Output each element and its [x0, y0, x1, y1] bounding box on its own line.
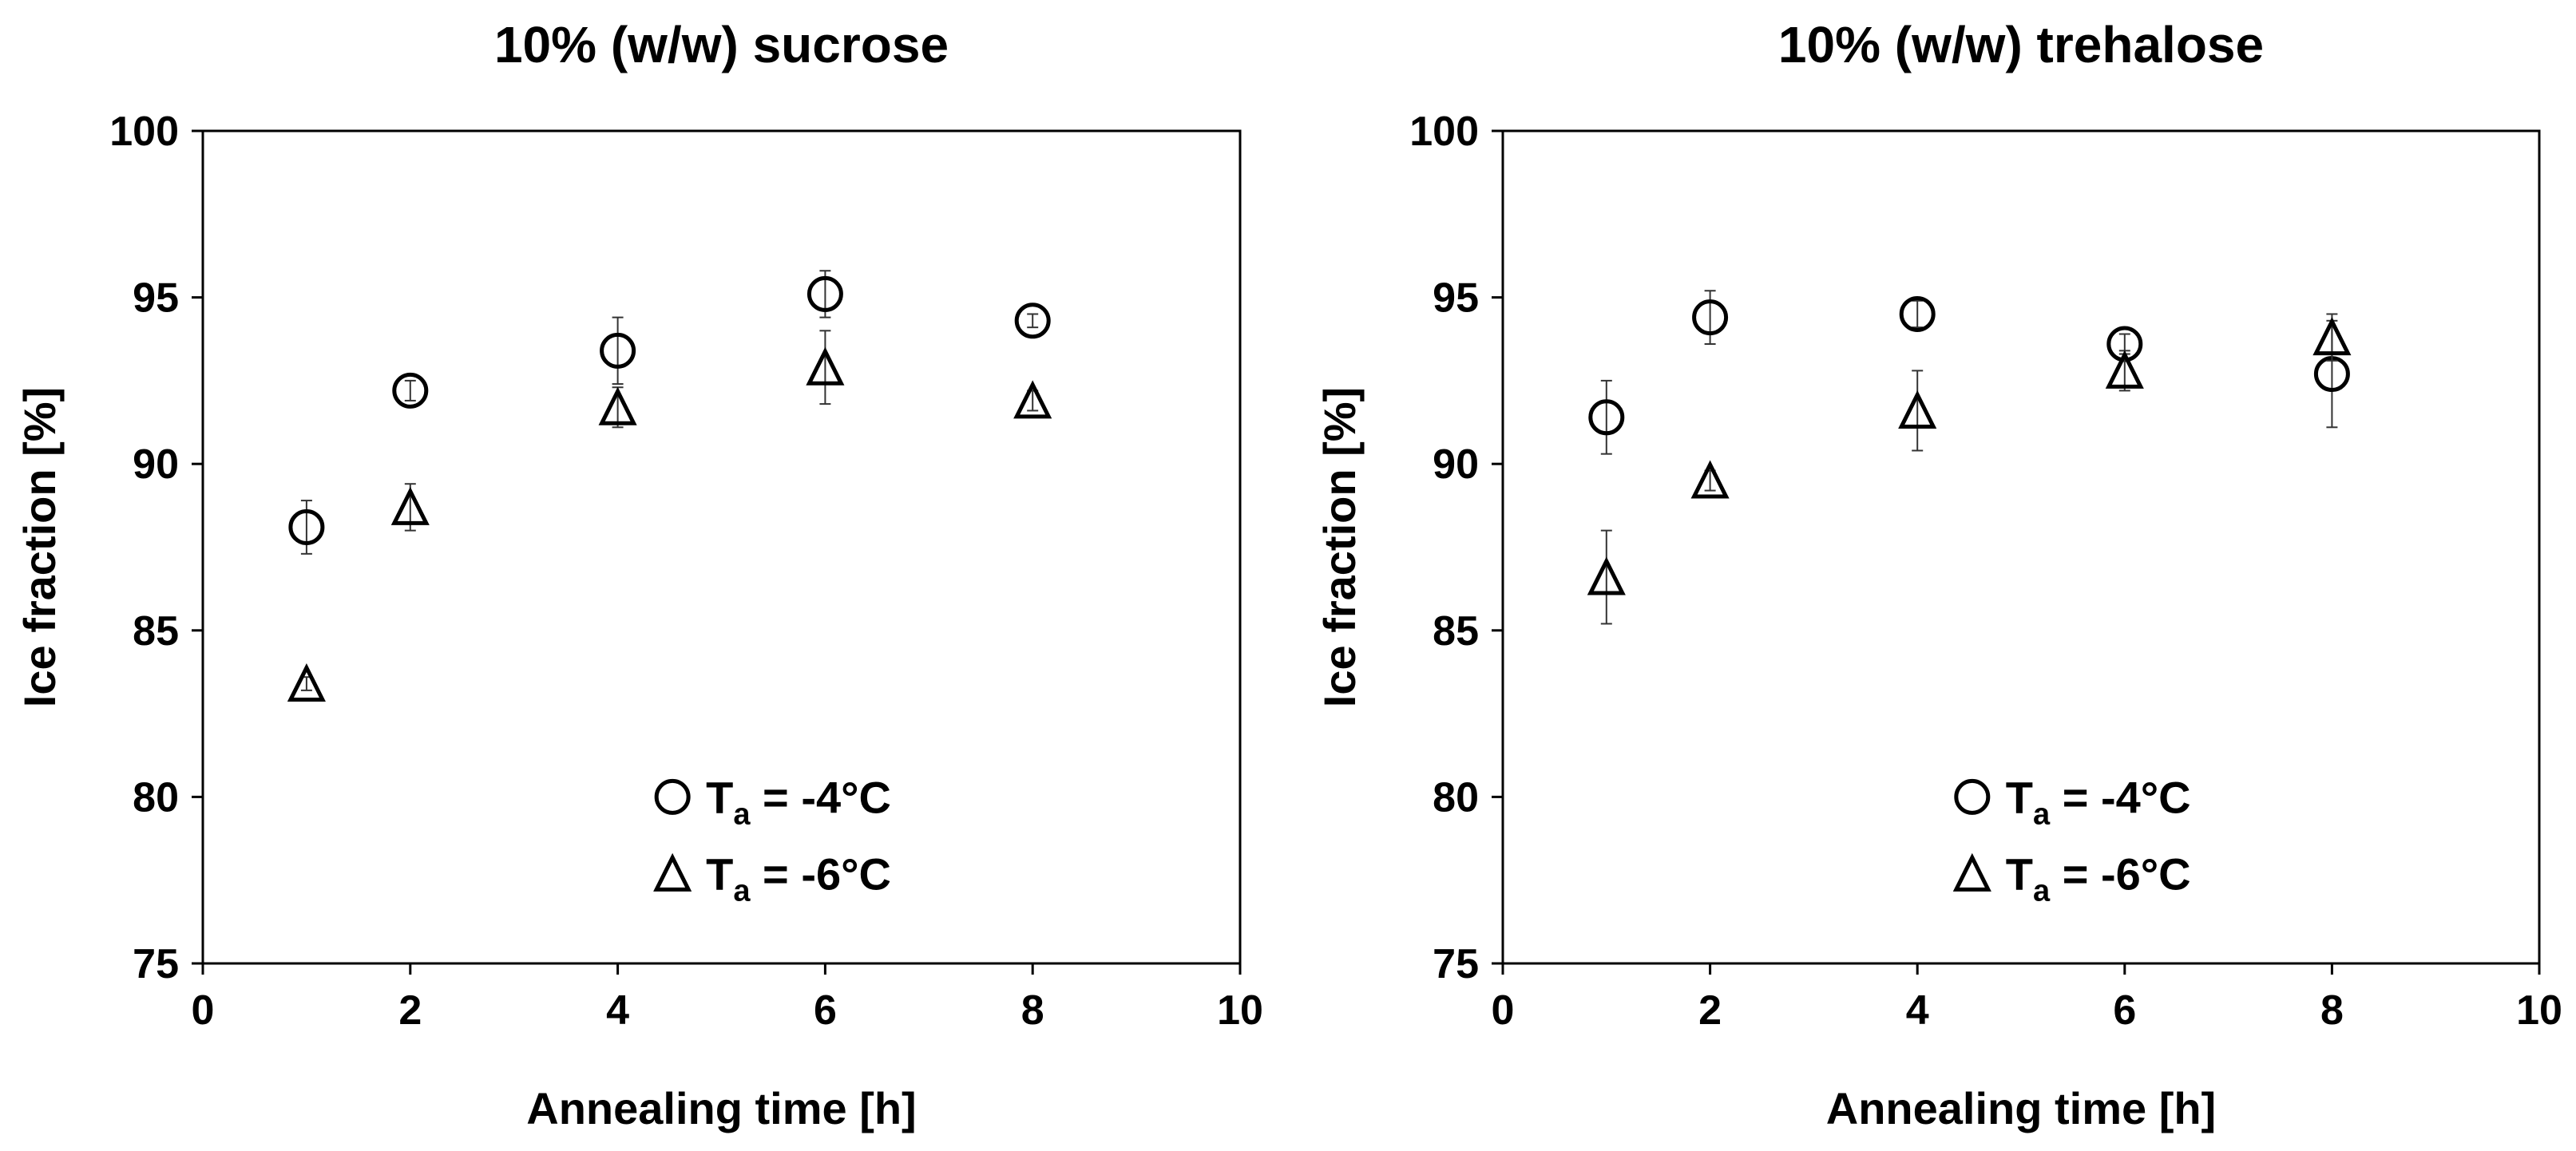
- y-tick-label: 95: [1433, 275, 1479, 322]
- x-tick-label: 2: [398, 987, 422, 1034]
- chart-title: 10% (w/w) trehalose: [1778, 16, 2264, 73]
- legend-label-minus4: Ta = -4°C: [706, 772, 891, 831]
- legend-value: = -4°C: [751, 772, 891, 822]
- legend-value: = -6°C: [2050, 848, 2190, 899]
- legend-label-minus6: Ta = -6°C: [2006, 848, 2191, 908]
- y-tick-label: 80: [1433, 774, 1479, 821]
- x-axis-label: Annealing time [h]: [526, 1083, 916, 1133]
- data-point-minus6: [598, 386, 637, 425]
- data-point-minus6: [287, 663, 326, 702]
- legend-marker-minus4: [654, 778, 691, 815]
- legend-symbol: T: [706, 772, 733, 822]
- x-tick-label: 10: [1217, 987, 1263, 1034]
- y-tick-label: 90: [133, 441, 179, 488]
- y-tick-label: 85: [133, 608, 179, 655]
- panel-trehalose: 10% (w/w) trehalose Annealing time [h] Ice…: [1314, 16, 2562, 1133]
- x-tick-label: 10: [2516, 987, 2562, 1034]
- legend-label-minus4: Ta = -4°C: [2006, 772, 2191, 831]
- data-point-minus4: [288, 508, 325, 545]
- data-point-minus6: [1013, 380, 1052, 419]
- legend-subscript: a: [2033, 797, 2051, 831]
- data-point-minus4: [1899, 295, 1936, 332]
- data-point-minus4: [1014, 303, 1051, 339]
- x-tick-label: 8: [2320, 987, 2344, 1034]
- legend-symbol: T: [706, 848, 733, 899]
- x-tick-label: 6: [814, 987, 837, 1034]
- plot-area-frame: [201, 129, 1242, 965]
- y-tick-label: 75: [1433, 941, 1479, 987]
- legend-marker-minus6: [1952, 852, 1991, 892]
- data-point-minus6: [1898, 390, 1937, 429]
- legend-subscript: a: [2033, 874, 2051, 908]
- x-tick-label: 0: [1492, 987, 1515, 1034]
- data-point-minus6: [2105, 350, 2144, 389]
- data-point-minus6: [806, 346, 845, 386]
- y-axis-label: Ice fraction [%]: [14, 387, 65, 707]
- legend-subscript: a: [733, 874, 751, 908]
- data-point-minus6: [1690, 460, 1730, 499]
- data-point-minus4: [1588, 399, 1625, 436]
- legend-value: = -6°C: [751, 848, 891, 899]
- x-tick-label: 4: [606, 987, 629, 1034]
- y-tick-label: 90: [1433, 441, 1479, 488]
- y-tick-label: 100: [109, 109, 179, 155]
- data-point-minus4: [1692, 299, 1729, 336]
- y-tick-label: 85: [1433, 608, 1479, 655]
- legend-value: = -4°C: [2050, 772, 2190, 822]
- legend-marker-minus6: [653, 852, 692, 892]
- x-axis-label: Annealing time [h]: [1826, 1083, 2216, 1133]
- y-tick-label: 75: [133, 941, 179, 987]
- data-point-minus4: [806, 275, 843, 312]
- panel-sucrose: 10% (w/w) sucrose Annealing time [h] Ice f…: [14, 16, 1263, 1133]
- legend-symbol: T: [2006, 772, 2033, 822]
- y-tick-label: 100: [1409, 109, 1479, 155]
- data-point-minus4: [600, 332, 636, 369]
- data-point-minus6: [2312, 317, 2352, 356]
- y-axis-label: Ice fraction [%]: [1314, 387, 1365, 707]
- y-tick-label: 95: [133, 275, 179, 322]
- x-tick-label: 8: [1021, 987, 1044, 1034]
- legend-marker-minus4: [1954, 778, 1991, 815]
- x-tick-label: 4: [1906, 987, 1929, 1034]
- x-tick-label: 6: [2113, 987, 2136, 1034]
- legend-symbol: T: [2006, 848, 2033, 899]
- x-tick-label: 0: [192, 987, 215, 1034]
- plot-area-frame: [1501, 129, 2541, 965]
- x-tick-label: 2: [1698, 987, 1722, 1034]
- legend-subscript: a: [733, 797, 751, 831]
- data-point-minus4: [392, 372, 429, 409]
- chart-title: 10% (w/w) sucrose: [494, 16, 949, 73]
- data-point-minus6: [1587, 556, 1626, 595]
- y-tick-label: 80: [133, 774, 179, 821]
- data-point-minus6: [390, 486, 430, 525]
- legend-label-minus6: Ta = -6°C: [706, 848, 891, 908]
